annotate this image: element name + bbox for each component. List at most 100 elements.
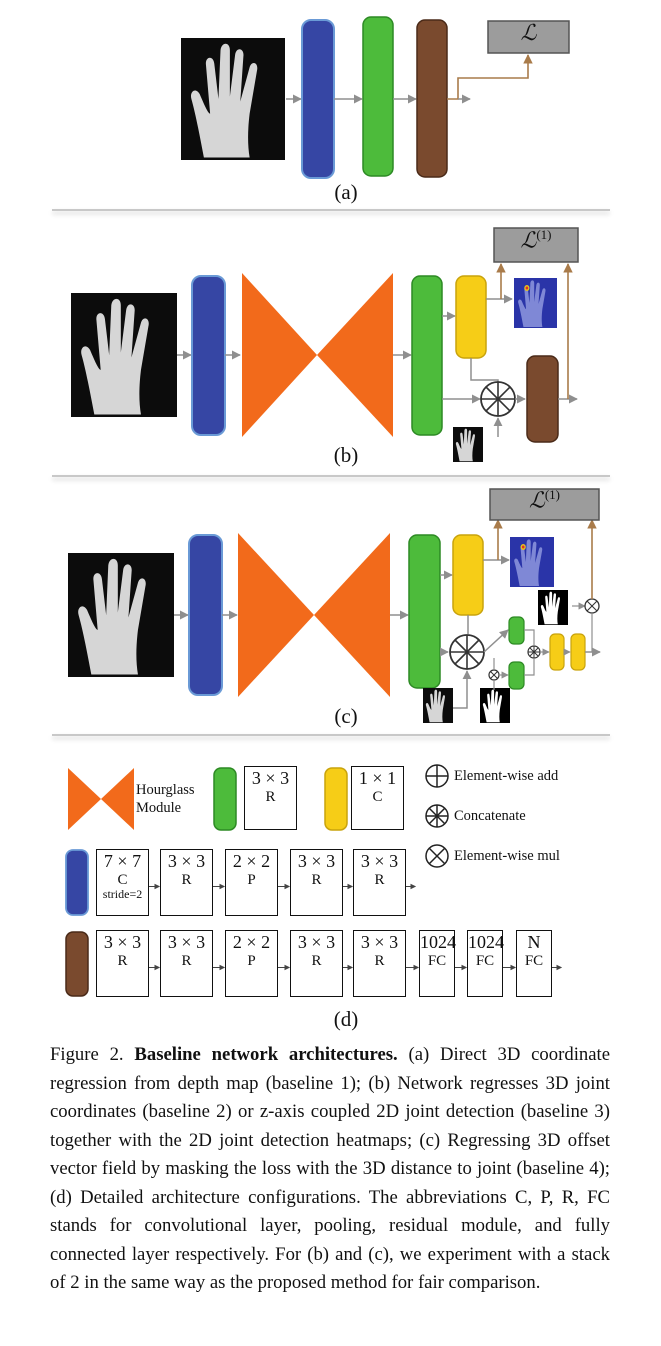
cell-size: 3 × 3 bbox=[167, 851, 206, 871]
cell-type: R bbox=[311, 871, 322, 888]
panel-label-b: (b) bbox=[333, 443, 359, 467]
cell-type: P bbox=[247, 952, 256, 969]
brown-row-cell: 1024 FC bbox=[467, 930, 504, 997]
row-arrow-head bbox=[154, 883, 161, 890]
concatenate-label: Concatenate bbox=[454, 808, 526, 824]
brown-block bbox=[416, 19, 448, 178]
cell-type: FC bbox=[475, 952, 495, 969]
caption-prefix: Figure 2. bbox=[50, 1044, 124, 1065]
row-arrow-head bbox=[410, 883, 417, 890]
green-block-small bbox=[508, 616, 525, 645]
loss-label-c: ℒ(1) bbox=[528, 487, 561, 513]
cell-type: R bbox=[117, 952, 128, 969]
cell-size: 7 × 7 bbox=[103, 851, 142, 871]
row-arrow-head bbox=[461, 964, 468, 971]
yellow-legend-cell: 1 × 1 C bbox=[351, 766, 404, 830]
blue-block bbox=[191, 275, 226, 436]
cell-size: 3 × 3 bbox=[360, 851, 399, 871]
panel-label-c: (c) bbox=[334, 704, 358, 728]
cell-type: C bbox=[117, 871, 128, 888]
separator-line bbox=[52, 209, 610, 211]
panel-label-d: (d) bbox=[333, 1007, 359, 1031]
green-legend-cell: 3 × 3 R bbox=[244, 766, 297, 830]
cell-note: stride=2 bbox=[102, 887, 143, 902]
caption-title: Baseline network architectures. bbox=[134, 1044, 398, 1065]
architecture-figure: ℒ ℒ(1) ℒ(1) (a) (b) (c) (d) Hourglass Mo… bbox=[52, 16, 610, 1031]
panel-label-a: (a) bbox=[334, 180, 358, 204]
cell-type: FC bbox=[427, 952, 447, 969]
brown-block bbox=[526, 355, 559, 443]
row-arrow-head bbox=[556, 964, 563, 971]
row-arrow-head bbox=[413, 964, 420, 971]
loss-box bbox=[489, 488, 600, 521]
yellow-legend bbox=[324, 767, 348, 831]
cell-size: N bbox=[527, 932, 541, 952]
cell-type: P bbox=[247, 871, 256, 888]
brown-row-cell: 1024 FC bbox=[419, 930, 456, 997]
blue-block bbox=[301, 19, 335, 179]
figure-diagram bbox=[65, 16, 601, 997]
brown-legend bbox=[65, 931, 89, 997]
cell-size: 3 × 3 bbox=[297, 932, 336, 952]
brown-row-cell: N FC bbox=[516, 930, 552, 997]
cell-type: FC bbox=[524, 952, 544, 969]
cell-size: 1024 bbox=[420, 932, 456, 952]
row-arrow-head bbox=[347, 883, 354, 890]
panel-c bbox=[68, 488, 601, 723]
hourglass-module bbox=[242, 273, 317, 437]
row-arrow-head bbox=[510, 964, 517, 971]
cell-size: 3 × 3 bbox=[103, 932, 142, 952]
cell-size: 3 × 3 bbox=[167, 932, 206, 952]
cell-type: R bbox=[181, 871, 192, 888]
row-arrow-head bbox=[219, 883, 226, 890]
panel-a bbox=[181, 16, 570, 179]
separator-line bbox=[52, 475, 610, 477]
hourglass-legend bbox=[68, 768, 101, 830]
separator-line bbox=[52, 734, 610, 736]
row-arrow-head bbox=[154, 964, 161, 971]
green-block bbox=[408, 534, 441, 689]
yellow-block bbox=[455, 275, 487, 359]
green-block-small bbox=[508, 661, 525, 690]
green-block bbox=[362, 16, 394, 177]
loss-label-a: ℒ bbox=[520, 20, 537, 45]
cell-type: R bbox=[311, 952, 322, 969]
blue-block bbox=[188, 534, 223, 696]
loss-label-b: ℒ(1) bbox=[520, 227, 552, 253]
blue-legend bbox=[65, 849, 89, 916]
hourglass-legend-label: Hourglass Module bbox=[136, 782, 195, 817]
cell-type: R bbox=[181, 952, 192, 969]
row-arrow-head bbox=[219, 964, 226, 971]
loss-box bbox=[493, 227, 579, 263]
cell-size: 3 × 3 bbox=[297, 851, 336, 871]
loss-box bbox=[487, 20, 570, 54]
cell-size: 3 × 3 bbox=[360, 932, 399, 952]
figure-caption: Figure 2. Baseline network architectures… bbox=[50, 1041, 610, 1298]
cell-type: R bbox=[374, 952, 385, 969]
hourglass-module bbox=[238, 533, 314, 697]
cell-type: R bbox=[374, 871, 385, 888]
cell-size: 2 × 2 bbox=[232, 851, 271, 871]
cell-size: 2 × 2 bbox=[232, 932, 271, 952]
green-block bbox=[411, 275, 443, 436]
row-arrow-head bbox=[284, 883, 291, 890]
mul-label: Element-wise mul bbox=[454, 848, 560, 864]
panel-b bbox=[71, 227, 579, 462]
caption-body: (a) Direct 3D coordinate regression from… bbox=[50, 1044, 611, 1293]
cell-size: 1024 bbox=[468, 932, 504, 952]
row-arrow-head bbox=[347, 964, 354, 971]
green-legend bbox=[213, 767, 237, 831]
yellow-block bbox=[452, 534, 484, 616]
panel-d bbox=[65, 764, 563, 997]
row-arrow-head bbox=[284, 964, 291, 971]
